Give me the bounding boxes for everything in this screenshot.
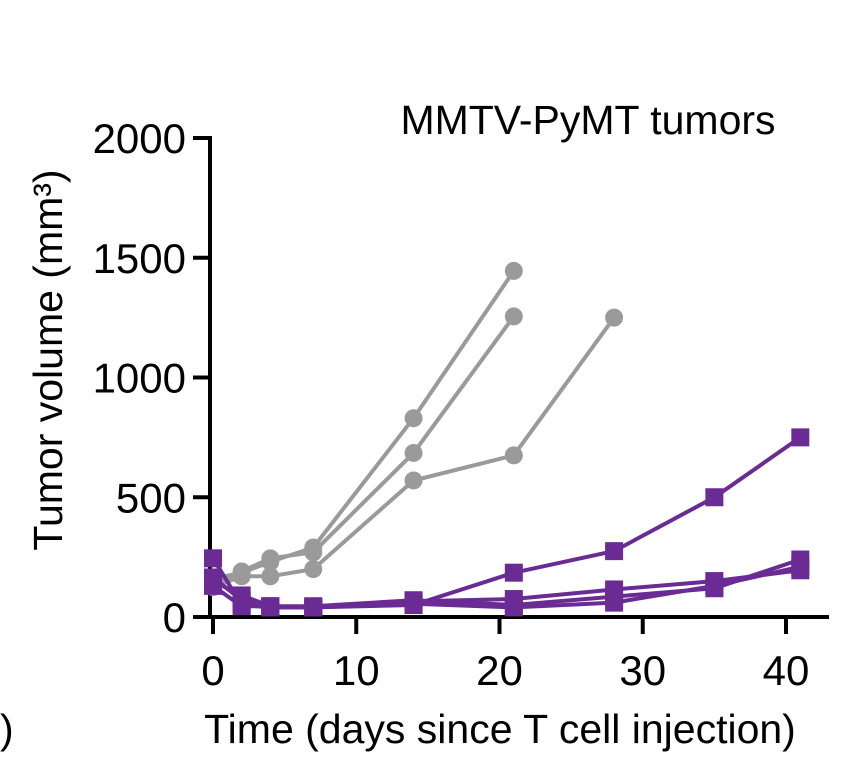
data-point: [504, 446, 523, 465]
series-gray-0: [204, 261, 523, 588]
x-tick-label: 40: [763, 647, 810, 694]
series-line: [212, 315, 516, 586]
x-tick-label: 20: [476, 647, 523, 694]
y-axis-title: Tumor volume (mm³): [25, 169, 71, 550]
data-point: [605, 308, 624, 327]
data-point: [232, 591, 251, 610]
data-point: [705, 576, 724, 595]
x-axis-title: Time (days since T cell injection): [204, 706, 796, 752]
x-tick-label: 10: [333, 647, 380, 694]
data-point: [504, 307, 523, 326]
y-axis-title-group: Tumor volume (mm³): [25, 169, 71, 550]
x-ticks: 0 10 20 30 40: [201, 617, 809, 694]
x-tick-label: 30: [619, 647, 666, 694]
data-point: [404, 471, 423, 490]
data-point: [605, 593, 624, 612]
data-point: [204, 568, 222, 587]
data-point: [404, 409, 423, 428]
chart-title: MMTV-PyMT tumors: [400, 97, 775, 143]
data-point: [605, 542, 624, 561]
y-tick-label: 500: [116, 474, 186, 521]
data-point: [404, 443, 423, 462]
y-tick-label: 1500: [93, 235, 186, 282]
series-purple-6: [204, 557, 810, 617]
data-point: [261, 567, 280, 586]
series-group: [204, 261, 810, 617]
data-point: [232, 567, 251, 586]
data-point: [504, 598, 523, 617]
y-ticks: 0 500 1000 1500 2000: [93, 115, 210, 641]
series-gray-1: [204, 307, 523, 593]
series-line: [212, 269, 516, 581]
y-tick-label: 1000: [93, 355, 186, 402]
data-point: [261, 598, 280, 617]
panel-label-fragment: ): [0, 706, 14, 752]
data-point: [791, 557, 810, 576]
data-point: [504, 261, 523, 280]
x-tick-label: 0: [201, 647, 224, 694]
data-point: [204, 549, 222, 568]
data-point: [304, 560, 323, 579]
y-tick-label: 0: [163, 594, 186, 641]
data-point: [404, 594, 423, 613]
y-tick-label: 2000: [93, 115, 186, 162]
data-point: [705, 488, 724, 507]
data-point: [304, 543, 323, 562]
data-point: [261, 549, 280, 568]
data-point: [791, 428, 810, 447]
data-point: [304, 598, 323, 617]
data-point: [504, 563, 523, 582]
